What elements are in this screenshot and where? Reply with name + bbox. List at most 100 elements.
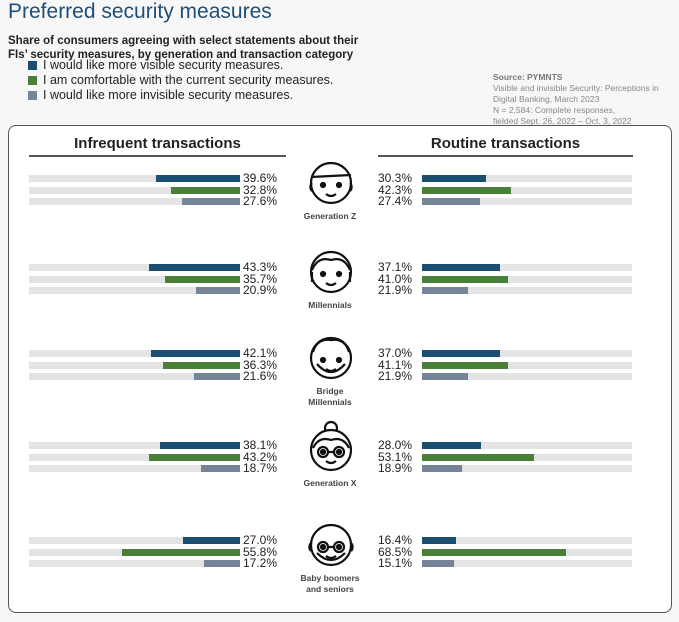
legend-swatch [28,61,37,70]
value-label: 41.1% [378,357,413,372]
bar-infrequent-genz-1 [170,186,240,194]
bar-infrequent-millennial-1 [164,275,240,283]
bar-infrequent-bridge-2 [194,373,240,380]
value-label: 27.4% [378,194,413,208]
bar-routine-genz-2 [422,198,480,205]
bar-track-infrequent [29,361,240,369]
bar-routine-genx-1 [422,453,534,461]
bar-track-routine [422,442,632,449]
bar-routine-boomer-1 [422,548,566,556]
value-label: 30.3% [378,171,413,185]
value-label: 21.9% [378,369,413,383]
bar-track-infrequent [29,373,240,380]
bar-track-routine [422,537,632,544]
bridge-avatar-icon [303,328,359,384]
legend-label: I would like more visible security measu… [43,58,284,72]
value-label: 20.9% [243,283,278,297]
bar-infrequent-bridge-0 [151,350,240,357]
source-heading: Source: PYMNTS [493,72,563,82]
bar-track-routine [422,560,632,567]
bar-infrequent-genx-1 [148,453,240,461]
bar-track-routine [422,287,632,294]
genx-avatar-icon [303,420,359,476]
value-label: 28.0% [378,438,413,452]
value-label: 21.9% [378,283,413,297]
bar-routine-millennial-1 [422,275,509,283]
bar-track-infrequent [29,442,240,449]
panel-title-infrequent: Infrequent transactions [29,135,286,157]
value-label: 55.8% [243,544,278,559]
source-line: Visible and invisible Security: Percepti… [493,83,659,93]
millennial-avatar-icon [303,242,359,298]
bar-track-infrequent [29,453,240,461]
bar-track-infrequent [29,560,240,567]
bar-infrequent-millennial-2 [195,287,240,294]
value-label: 41.0% [378,271,413,286]
subtitle: Share of consumers agreeing with select … [8,35,359,61]
bar-infrequent-bridge-1 [163,361,240,369]
bar-track-routine [422,373,632,380]
legend: I would like more visible security measu… [28,58,333,103]
value-label: 42.3% [378,182,413,197]
bar-track-infrequent [29,175,240,182]
bar-track-infrequent [29,186,240,194]
bar-infrequent-boomer-1 [122,548,240,556]
bar-track-infrequent [29,198,240,205]
bar-routine-boomer-2 [422,560,454,567]
value-label: 43.2% [243,449,278,464]
value-label: 35.7% [243,271,278,286]
value-label: 15.1% [378,556,413,570]
bar-track-routine [422,548,632,556]
value-label: 36.3% [243,357,278,372]
bar-track-routine [422,465,632,472]
bar-track-infrequent [29,264,240,271]
value-label: 27.0% [243,533,278,547]
source-line: fielded Sept. 26, 2022 – Oct. 3, 2022 [493,116,632,126]
bar-routine-genx-0 [422,442,481,449]
bar-track-routine [422,186,632,194]
legend-item-visible: I would like more visible security measu… [28,58,333,73]
source-line: N = 2,584: Complete responses, [493,105,616,115]
bar-infrequent-genx-0 [159,442,240,449]
bar-infrequent-boomer-2 [203,560,240,567]
bar-track-infrequent [29,350,240,357]
bar-routine-millennial-0 [422,264,500,271]
bar-routine-bridge-1 [422,361,509,369]
bar-track-routine [422,453,632,461]
bar-routine-bridge-2 [422,373,468,380]
bar-routine-boomer-0 [422,537,457,544]
legend-label: I am comfortable with the current securi… [43,73,334,87]
legend-label: I would like more invisible security mea… [43,88,294,102]
genz-avatar-icon [303,153,359,209]
legend-swatch [28,76,37,85]
bar-infrequent-genz-0 [156,175,240,182]
generation-label: Baby boomers and seniors [300,573,360,594]
value-label: 21.6% [243,369,278,383]
value-label: 68.5% [378,544,413,559]
bar-track-routine [422,264,632,271]
value-label: 42.1% [243,346,278,360]
legend-item-current: I am comfortable with the current securi… [28,73,333,88]
value-label: 37.1% [378,260,413,274]
bar-track-routine [422,361,632,369]
legend-swatch [28,91,37,100]
bar-infrequent-genx-2 [200,465,240,472]
value-label: 37.0% [378,346,413,360]
bar-track-infrequent [29,465,240,472]
boomer-avatar-icon [303,515,359,571]
generation-label: Millennials [308,300,352,310]
value-label: 27.6% [243,194,278,208]
value-label: 39.6% [243,171,278,185]
page-title: Preferred security measures [8,0,272,23]
value-label: 18.7% [243,461,278,475]
value-label: 17.2% [243,556,278,570]
generation-label: Generation Z [303,211,357,221]
bar-track-infrequent [29,275,240,283]
value-label: 18.9% [378,461,413,475]
bar-track-infrequent [29,537,240,544]
bar-track-routine [422,275,632,283]
bar-routine-bridge-0 [422,350,500,357]
bar-infrequent-genz-2 [181,198,240,205]
source-line: Digital Banking, March 2023 [493,94,600,104]
bar-routine-genz-1 [422,186,511,194]
